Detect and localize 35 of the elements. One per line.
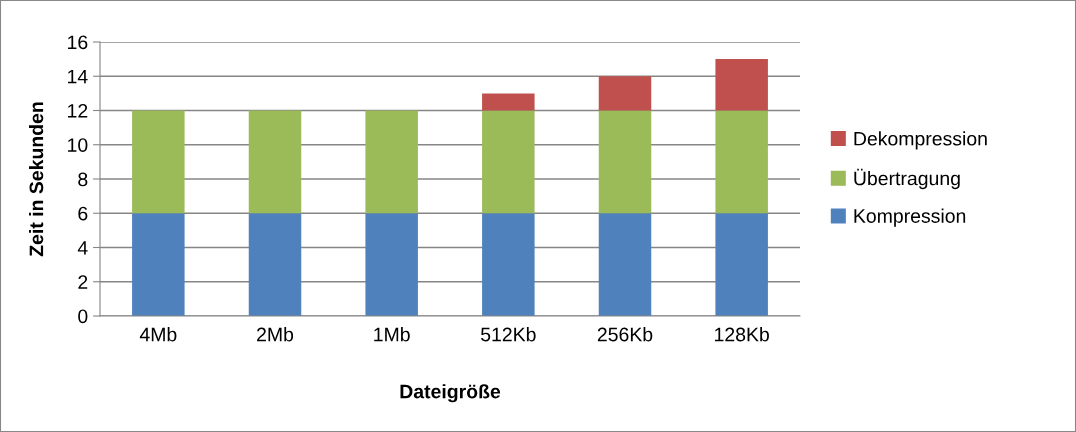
y-tick-label: 10 (68, 138, 88, 152)
bar (132, 110, 185, 214)
x-tick-label: 4Mb (139, 327, 177, 342)
y-tick-label: 0 (78, 309, 88, 324)
y-tick-label: 14 (68, 69, 88, 84)
bar (598, 110, 652, 214)
y-tick-label: 6 (78, 206, 88, 221)
legend-label: Übertragung (854, 168, 960, 190)
y-tick-label: 8 (78, 172, 88, 187)
y-tick-label: 2 (78, 275, 88, 289)
x-tick-label: 1Mb (374, 327, 410, 342)
bar (715, 110, 768, 214)
bar (598, 213, 652, 316)
bar (482, 110, 535, 214)
legend-label: Dekompression (854, 131, 987, 150)
y-axis-title: Zeit in Sekunden (29, 102, 44, 257)
y-tick-label: 16 (68, 35, 88, 50)
x-tick-label: 512Kb (481, 327, 536, 342)
x-tick-label: 2Mb (257, 327, 294, 342)
bar (598, 76, 652, 111)
bar (482, 93, 535, 111)
bar (715, 213, 768, 316)
x-tick-label: 256Kb (597, 327, 653, 342)
bar (715, 59, 768, 111)
bar (365, 213, 418, 316)
y-tick-label: 12 (68, 103, 88, 118)
y-tick-label: 4 (77, 241, 88, 255)
legend-label: Kompression (854, 208, 966, 227)
bar (365, 110, 418, 214)
bar (248, 213, 302, 316)
x-tick-label: 128Kb (715, 327, 769, 342)
bar (482, 213, 535, 316)
bar (248, 110, 302, 214)
x-axis-title: Dateigröße (400, 384, 501, 403)
bar (132, 213, 185, 316)
